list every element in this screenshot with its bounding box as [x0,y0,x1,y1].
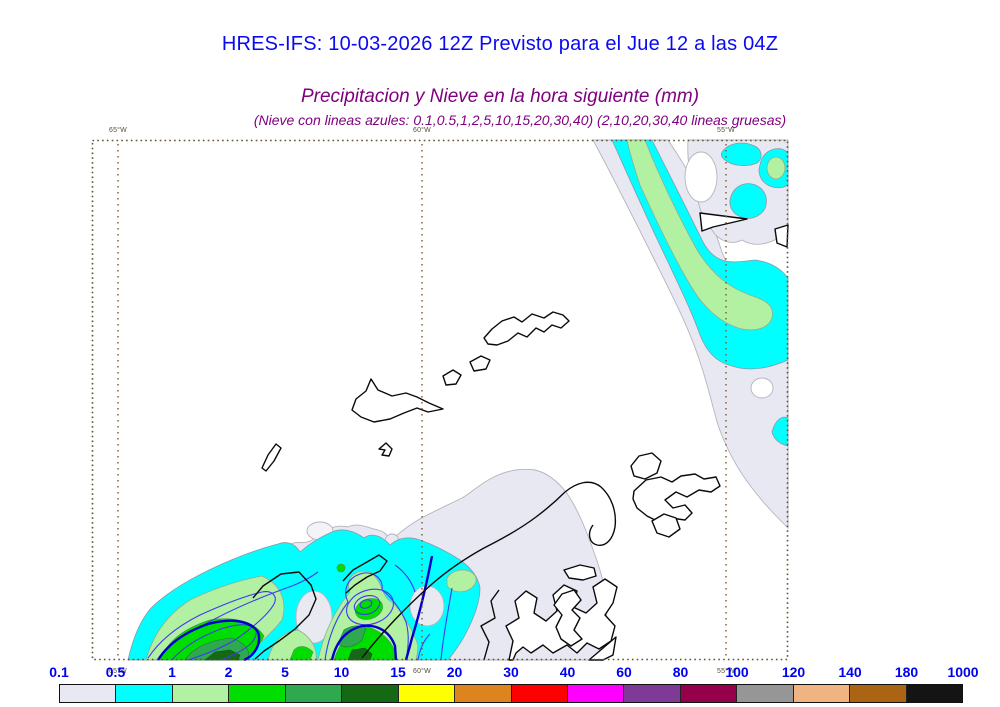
colorbar-cell [624,685,681,702]
colorbar-cell [285,685,343,702]
colorbar-cell [172,685,230,702]
snow-contour-note: (Nieve con lineas azules: 0.1,0.5,1,2,5,… [253,112,787,128]
page-title: HRES-IFS: 10-03-2026 12Z Previsto para e… [221,33,779,55]
coastline-open-layer [252,481,617,661]
colorbar-tick-label: 10 [333,664,350,680]
colorbar-tick-label: 0.1 [49,664,69,680]
gray-holes [684,151,774,399]
precip-darkgreen-layer [204,647,373,661]
snow-contours-thick [156,555,434,662]
colorbar-tick-label: 60 [616,664,632,680]
snow-contours-thin [147,564,453,661]
colorbar-cell [737,685,794,702]
colorbar-tick-label: 180 [894,664,919,680]
colorbar-tick-label: 1 [168,664,176,680]
graticule-layer [117,144,727,657]
colorbar-tick-label: 20 [446,664,463,680]
colorbar-tick-label: 1000 [947,664,979,680]
colorbar-tick-label: 15 [390,664,406,680]
colorbar-tick-label: 5 [281,664,289,680]
colorbar-cell [511,685,568,702]
colorbar-cell [398,685,456,702]
lon-label-top-65w: 65°W [109,127,127,134]
colorbar-cell [229,685,286,702]
colorbar-cell [793,685,851,702]
lon-label-top-60w: 60°W [413,127,431,134]
colorbar-tick-label: 140 [838,664,862,680]
lon-label-top-55w: 55°W [717,127,735,134]
colorbar-cell [455,685,512,702]
colorbar-cell [116,685,173,702]
colorbar-tick-label: 0.5 [105,664,126,680]
colorbar-cell [850,685,907,702]
map-subtitle: Precipitacion y Nieve en la hora siguien… [300,86,700,107]
colorbar-cell [342,685,399,702]
colorbar-cell [567,685,625,702]
colorbar-tick-label: 100 [725,664,749,680]
colorbar-tick-label: 2 [224,664,233,680]
lon-label-bottom-60w: 60°W [413,668,431,675]
colorbar-tick-label: 30 [503,664,519,680]
coastline-layer [261,212,789,661]
map-border [91,139,789,661]
colorbar-cell [906,685,962,702]
colorbar-cell [60,685,117,702]
lon-label-bottom-65w: 65°W [109,668,127,675]
colorbar-tick-labels: 0.1 0.5 1 2 5 10 15 20 30 40 60 80 100 120 140 180 1000 [49,664,978,680]
colorbar-tick-label: 80 [672,664,689,680]
precipitation-colorbar [59,684,963,703]
colorbar-cell [680,685,738,702]
colorbar-tick-label: 40 [559,664,576,680]
colorbar-tick-label: 120 [781,664,806,680]
lon-label-bottom-55w: 55°W [717,668,735,675]
